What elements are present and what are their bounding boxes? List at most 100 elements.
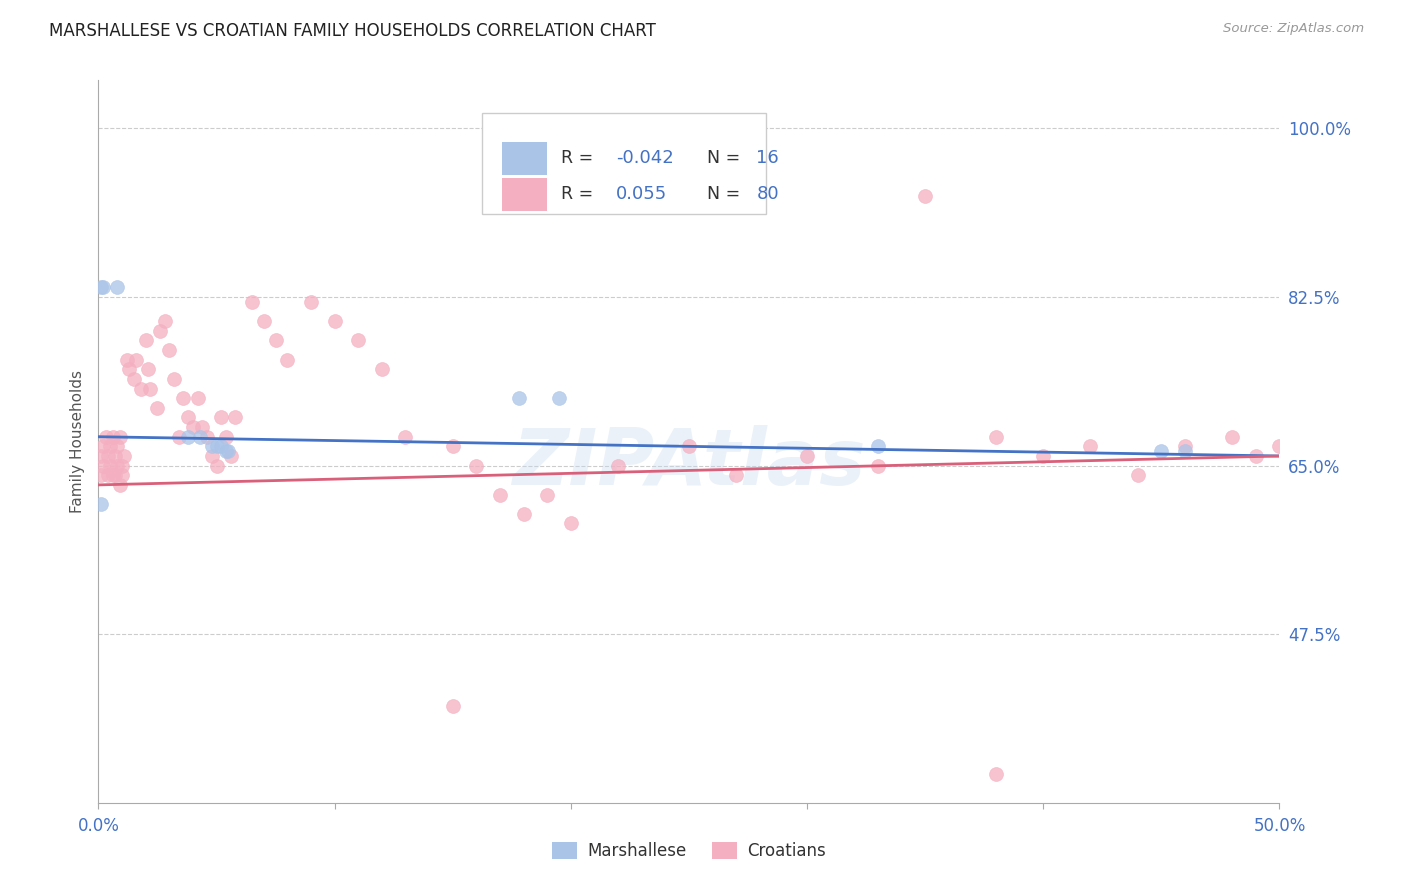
Point <box>136 362 159 376</box>
Text: N =: N = <box>707 186 745 203</box>
FancyBboxPatch shape <box>482 112 766 214</box>
Point <box>108 430 131 444</box>
Point <box>725 468 748 483</box>
Point <box>118 362 141 376</box>
Point <box>94 430 117 444</box>
Point <box>224 410 246 425</box>
Text: 80: 80 <box>756 186 779 203</box>
Point <box>135 334 157 348</box>
Point <box>201 449 224 463</box>
Point <box>129 382 152 396</box>
Point <box>177 410 200 425</box>
Point <box>866 458 889 473</box>
Point <box>125 352 148 367</box>
Point <box>111 468 134 483</box>
Point <box>104 449 127 463</box>
Point <box>371 362 394 376</box>
Bar <box>502 142 547 175</box>
Point <box>98 458 121 473</box>
Point <box>172 391 194 405</box>
Point <box>264 334 287 348</box>
Point <box>276 352 298 367</box>
Point <box>1032 449 1054 463</box>
Point <box>122 372 145 386</box>
Point <box>607 458 630 473</box>
Point <box>90 497 112 511</box>
Text: R =: R = <box>561 149 599 168</box>
Point <box>188 430 211 444</box>
Point <box>191 420 214 434</box>
Point <box>115 352 138 367</box>
Point <box>548 391 571 405</box>
Point <box>177 430 200 444</box>
Point <box>187 391 209 405</box>
Point <box>91 280 114 294</box>
Point <box>217 444 239 458</box>
Point <box>157 343 180 357</box>
Point <box>215 430 238 444</box>
Point <box>181 420 204 434</box>
Point <box>1080 439 1102 453</box>
Text: R =: R = <box>561 186 599 203</box>
Point <box>984 767 1007 781</box>
Point <box>394 430 416 444</box>
Point <box>215 444 238 458</box>
Point <box>105 280 128 294</box>
Point <box>1126 468 1149 483</box>
Point <box>90 449 112 463</box>
Y-axis label: Family Households: Family Households <box>69 370 84 513</box>
Text: ZIPAtlas: ZIPAtlas <box>512 425 866 501</box>
Point <box>240 294 263 309</box>
Point <box>323 314 346 328</box>
Point <box>163 372 186 386</box>
Point <box>984 430 1007 444</box>
Point <box>1174 439 1197 453</box>
Point <box>111 458 134 473</box>
Point <box>101 468 124 483</box>
Text: 16: 16 <box>756 149 779 168</box>
Point <box>105 439 128 453</box>
Point <box>1174 444 1197 458</box>
Text: 0.055: 0.055 <box>616 186 666 203</box>
Point <box>149 324 172 338</box>
Point <box>489 487 512 501</box>
Point <box>219 449 242 463</box>
Point <box>347 334 370 348</box>
Point <box>209 439 232 453</box>
Point <box>441 439 464 453</box>
Point <box>90 468 112 483</box>
Point <box>139 382 162 396</box>
Point <box>205 458 228 473</box>
Point <box>796 449 818 463</box>
Point <box>112 449 135 463</box>
Text: -0.042: -0.042 <box>616 149 673 168</box>
Point <box>209 410 232 425</box>
Point <box>253 314 276 328</box>
Point <box>167 430 190 444</box>
Point <box>299 294 322 309</box>
Point <box>508 391 530 405</box>
Point <box>97 468 120 483</box>
Point <box>91 458 114 473</box>
Point <box>205 439 228 453</box>
Point <box>866 439 889 453</box>
Point <box>195 430 218 444</box>
Point <box>97 449 120 463</box>
Text: N =: N = <box>707 149 745 168</box>
Point <box>1268 439 1291 453</box>
Point <box>560 516 582 531</box>
Point <box>153 314 176 328</box>
Point <box>101 430 124 444</box>
Point <box>914 189 936 203</box>
Point <box>536 487 558 501</box>
Point <box>98 439 121 453</box>
Point <box>512 507 534 521</box>
Point <box>108 478 131 492</box>
Point <box>441 699 464 714</box>
Point <box>1220 430 1243 444</box>
Point <box>91 439 114 453</box>
Point <box>201 439 224 453</box>
Point <box>1150 444 1173 458</box>
Text: MARSHALLESE VS CROATIAN FAMILY HOUSEHOLDS CORRELATION CHART: MARSHALLESE VS CROATIAN FAMILY HOUSEHOLD… <box>49 22 657 40</box>
Point <box>678 439 700 453</box>
